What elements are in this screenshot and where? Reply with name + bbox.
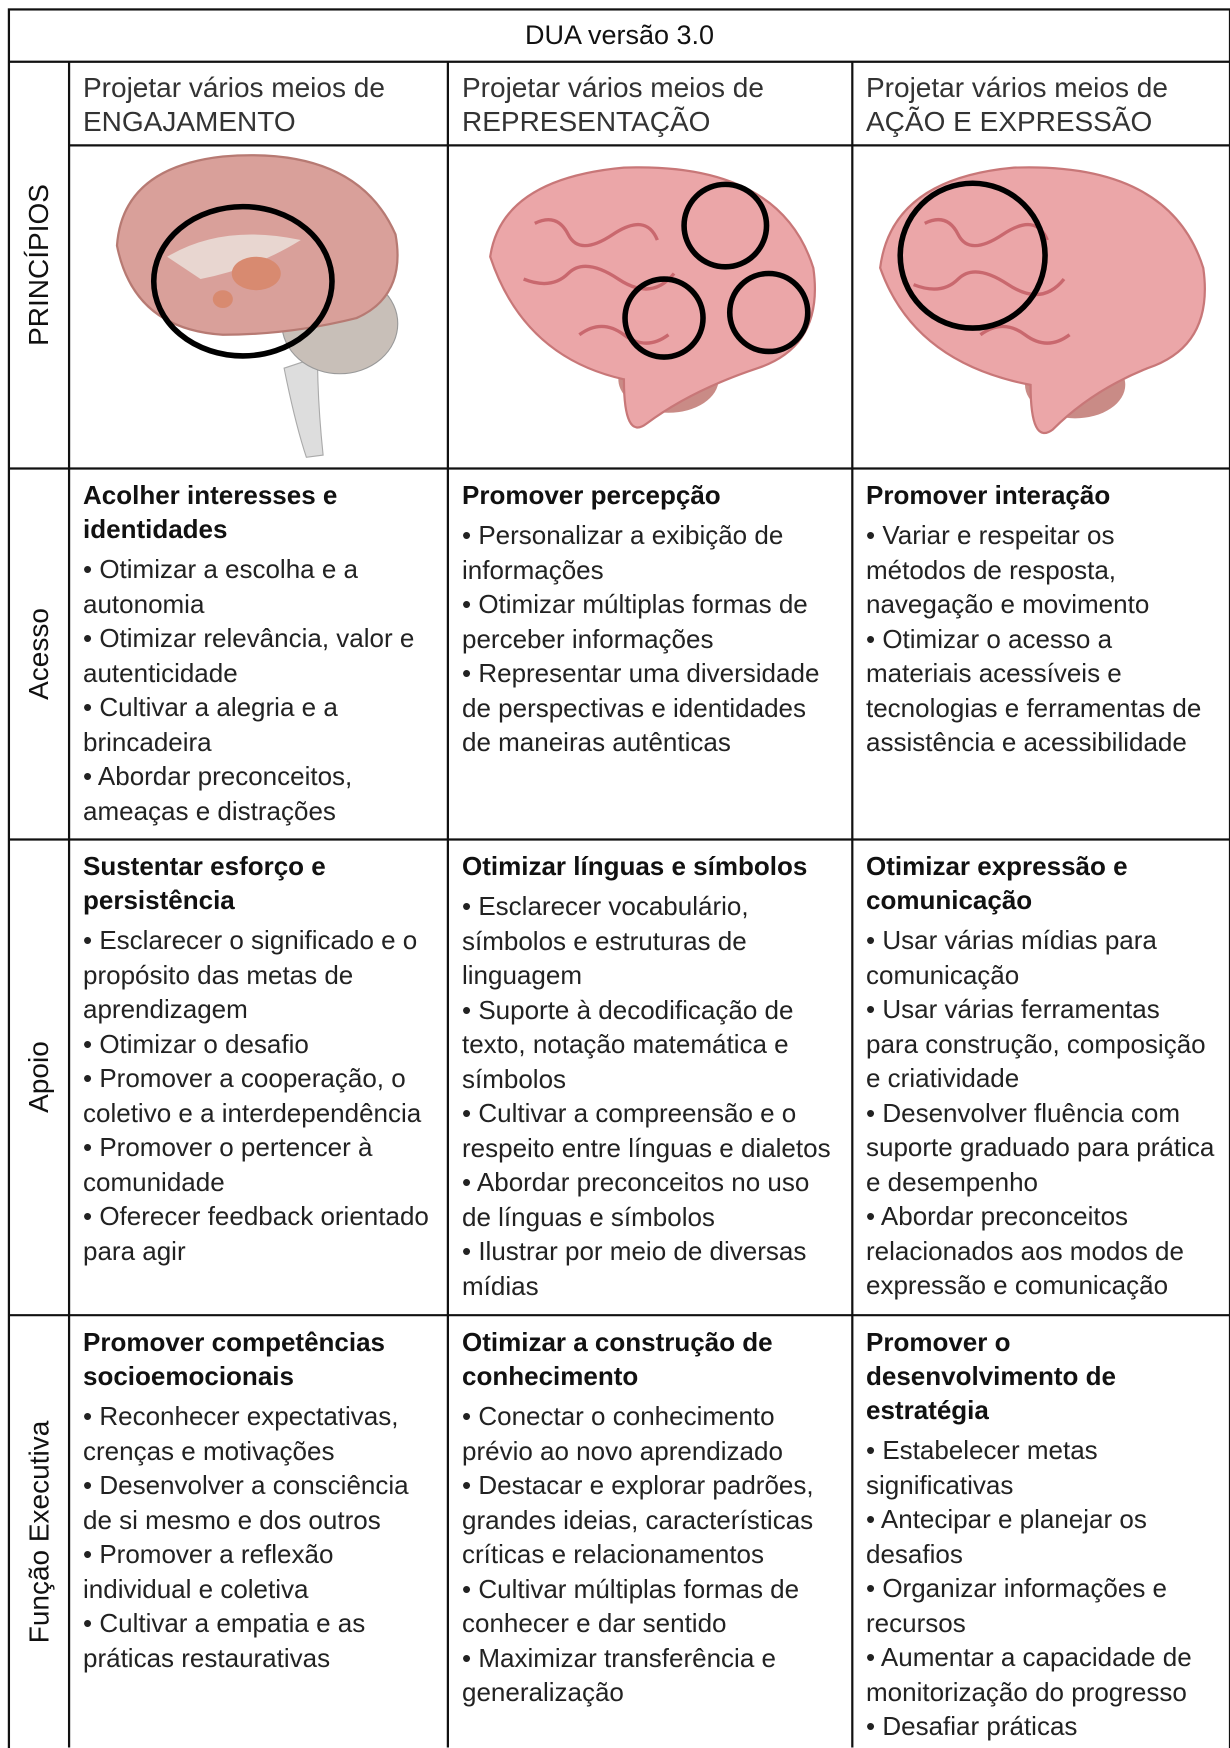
consideration-item: • Ilustrar por meio de diversas mídias [462, 1236, 807, 1301]
brain-lateral-3 [879, 166, 1206, 435]
consideration-item: • Cultivar a compreensão e o respeito en… [462, 1098, 831, 1163]
consideration-item: • Abordar preconceitos, ameaças e distra… [83, 761, 353, 826]
guideline-cell: Promover competências socioemocionais • R… [69, 1315, 448, 1748]
column-header: Projetar vários meios de REPRESENTAÇÃO [448, 61, 852, 145]
consideration-item: • Promover a cooperação, o coletivo e a … [83, 1063, 422, 1128]
consideration-item: • Otimizar relevância, valor e autentici… [83, 623, 415, 688]
consideration-item: • Promover o pertencer à comunidade [83, 1132, 373, 1197]
guideline-cell: Otimizar a construção de conhecimento • C… [448, 1315, 852, 1748]
guideline-heading: Promover competências socioemocionais [83, 1327, 386, 1391]
guideline-cell: Sustentar esforço e persistência • Esclar… [69, 839, 448, 1315]
column-focus: REPRESENTAÇÃO [462, 106, 711, 137]
consideration-item: • Abordar preconceitos no uso de línguas… [462, 1167, 810, 1232]
guideline-heading: Otimizar a construção de conhecimento [462, 1327, 773, 1391]
guideline-cell: Promover interação • Variar e respeitar o… [852, 468, 1230, 839]
brain-lateral-2 [489, 166, 816, 429]
consideration-item: • Otimizar o acesso a materiais acessíve… [866, 623, 1202, 758]
consideration-item: • Promover a reflexão individual e colet… [83, 1539, 334, 1604]
column-header: Projetar vários meios de ENGAJAMENTO [69, 61, 448, 145]
consideration-item: • Desenvolver a consciência de si mesmo … [83, 1470, 409, 1535]
consideration-item: • Abordar preconceitos relacionados aos … [866, 1201, 1184, 1300]
consideration-item: • Reconhecer expectativas, crenças e mot… [83, 1401, 399, 1466]
consideration-item: • Otimizar múltiplas formas de perceber … [462, 589, 808, 654]
consideration-item: • Cultivar múltiplas formas de conhecer … [462, 1573, 800, 1639]
consideration-item: • Usar várias ferramentas para construçã… [866, 994, 1206, 1093]
guideline-heading: Acolher interesses e identidades [83, 480, 338, 544]
consideration-item: • Oferecer feedback orientado para agir [83, 1201, 429, 1266]
consideration-item: • Desenvolver fluência com suporte gradu… [866, 1097, 1215, 1197]
guideline-cell: Otimizar línguas e símbolos • Esclarecer … [448, 839, 852, 1315]
consideration-item: • Otimizar o desafio [83, 1028, 309, 1059]
consideration-item: • Antecipar e planejar os desafios [866, 1504, 1147, 1569]
column-prefix: Projetar vários meios de [83, 72, 385, 103]
consideration-item: • Suporte à decodificação de texto, nota… [462, 994, 794, 1094]
guideline-cell: Acolher interesses e identidades • Otimiz… [69, 468, 448, 839]
consideration-item: • Estabelecer metas significativas [866, 1435, 1098, 1500]
consideration-item: • Variar e respeitar os métodos de respo… [866, 520, 1150, 619]
column-focus: ENGAJAMENTO [83, 106, 296, 137]
consideration-item: • Organizar informações e recursos [866, 1573, 1168, 1638]
consideration-item: • Desafiar práticas excludentes [866, 1711, 1078, 1748]
column-prefix: Projetar vários meios de [462, 72, 764, 103]
consideration-item: • Personalizar a exibição de informações [462, 520, 784, 585]
guideline-cell: Promover o desenvolvimento de estratégia… [852, 1315, 1230, 1748]
table-title: DUA versão 3.0 [524, 19, 715, 50]
consideration-item: • Cultivar a alegria e a brincadeira [83, 692, 338, 757]
consideration-item: • Maximizar transferência e generalizaçã… [462, 1642, 776, 1708]
guideline-heading: Promover o desenvolvimento de estratégia [866, 1327, 1116, 1425]
guideline-heading: Promover percepção [462, 480, 721, 510]
consideration-item: • Cultivar a empatia e as práticas resta… [83, 1608, 366, 1673]
brain-medial [115, 154, 399, 458]
consideration-item: • Destacar e explorar padrões, grandes i… [462, 1470, 814, 1569]
column-prefix: Projetar vários meios de [866, 72, 1168, 103]
guideline-heading: Otimizar línguas e símbolos [462, 851, 808, 881]
guideline-heading: Otimizar expressão e comunicação [866, 851, 1128, 915]
consideration-item: • Conectar o conhecimento prévio ao novo… [462, 1401, 783, 1466]
consideration-item: • Usar várias mídias para comunicação [866, 925, 1157, 990]
consideration-item: • Esclarecer o significado e o propósito… [83, 925, 418, 1024]
column-header: Projetar vários meios de AÇÃO E EXPRESSÃO [852, 61, 1230, 145]
consideration-item: • Esclarecer vocabulário, símbolos e est… [462, 891, 749, 990]
guideline-heading: Promover interação [866, 480, 1111, 510]
consideration-item: • Aumentar a capacidade de monitorização… [866, 1642, 1192, 1707]
consideration-item: • Otimizar a escolha e a autonomia [83, 554, 358, 619]
column-focus: AÇÃO E EXPRESSÃO [866, 106, 1153, 137]
consideration-item: • Representar uma diversidade de perspec… [462, 658, 820, 757]
guideline-heading: Sustentar esforço e persistência [83, 851, 326, 915]
guideline-cell: Promover percepção • Personalizar a exibi… [448, 468, 852, 839]
guideline-cell: Otimizar expressão e comunicação • Usar v… [852, 839, 1230, 1315]
table-borders [7, 8, 1230, 1748]
